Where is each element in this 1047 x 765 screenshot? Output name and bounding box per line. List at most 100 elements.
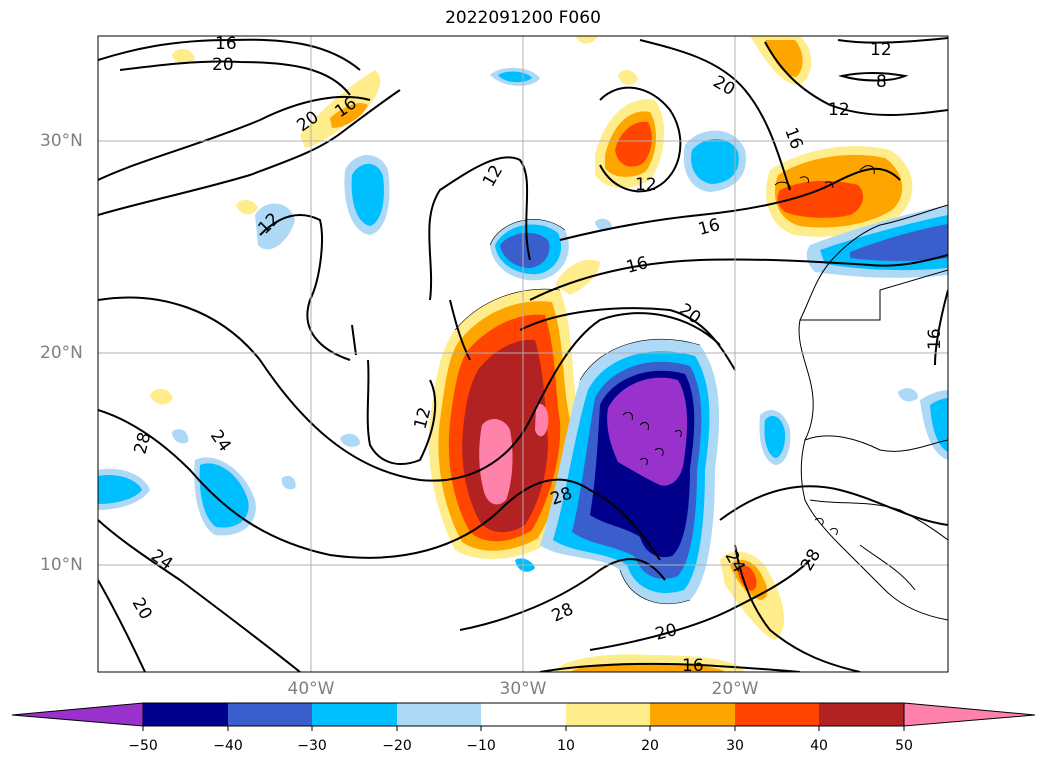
contour-16-bottom — [539, 662, 801, 672]
cold-anomaly-eastedge-20 — [930, 398, 948, 452]
lat-label-10n: 10°N — [40, 555, 83, 575]
warm-anomaly-w1 — [172, 48, 195, 64]
contour-label: 8 — [876, 72, 887, 92]
contour-12-n — [599, 86, 682, 193]
contour-24-se — [734, 544, 861, 672]
colorbar-tick-label: 10 — [557, 738, 575, 754]
border-line-1 — [800, 269, 948, 321]
contour-20-se — [589, 559, 811, 651]
map-plot-area: 16 20 12 8 12 20 20 16 16 12 12 12 16 16… — [98, 34, 948, 676]
grid-lines — [98, 36, 948, 672]
colorbar-tick-label: −20 — [382, 738, 412, 754]
warm-anomaly-nw-30 — [330, 103, 368, 128]
warm-anomaly-w2 — [236, 199, 258, 215]
warm-anomaly-se-40 — [737, 565, 757, 591]
colorbar-tick-label: 30 — [726, 738, 744, 754]
cold-anomaly-n1-20 — [351, 163, 384, 226]
coastline-canaries — [774, 165, 875, 189]
colorbar-tick-label: −30 — [297, 738, 327, 754]
contour-20-nw — [98, 95, 371, 181]
colorbar-segment — [735, 703, 819, 726]
cold-anomaly-s4 — [281, 475, 296, 490]
cold-anomaly-nc-30 — [500, 232, 550, 268]
contour-8-top — [838, 72, 909, 82]
lat-label-20n: 20°N — [40, 343, 83, 363]
colorbar-tick-label: 20 — [641, 738, 659, 754]
warm-anomaly-central-core2 — [535, 403, 549, 437]
contour-layer — [98, 37, 948, 672]
cold-anomaly-s6 — [340, 433, 360, 447]
contour-20-top — [119, 60, 351, 96]
contour-16-nw — [98, 89, 401, 216]
contour-12-mid — [449, 299, 471, 361]
lon-label-30w: 30°W — [499, 679, 547, 699]
warm-anomaly-c — [555, 259, 600, 295]
warm-anomaly-n-40 — [615, 121, 652, 167]
contour-12-center — [428, 156, 531, 301]
cold-anomaly-s3 — [172, 429, 189, 444]
contour-12-top — [837, 37, 948, 44]
map-title: 2022091200 F060 — [445, 8, 601, 28]
warm-anomaly-w4 — [575, 36, 598, 44]
cold-anomaly-west-20 — [199, 463, 249, 528]
contour-24-s — [98, 519, 301, 672]
contour-12-ne — [764, 41, 948, 116]
cold-anomaly-central-50 — [607, 377, 688, 486]
colorbar-tick-label: 50 — [895, 738, 913, 754]
colorbar-frame — [142, 702, 905, 727]
contour-12-sw — [366, 359, 437, 465]
contour-24-main — [98, 296, 721, 482]
contour-16-c — [559, 167, 901, 241]
coastline-capeverde — [622, 412, 682, 466]
colorbar-tick-label: −50 — [128, 738, 158, 754]
colorbar-tick-label: −40 — [213, 738, 243, 754]
colorbar-tick-label: −10 — [466, 738, 496, 754]
cold-anomaly-s5 — [595, 218, 612, 231]
colorbar-segment — [143, 703, 228, 726]
colorbar-tick-label: 40 — [810, 738, 828, 754]
warm-anomaly-nw — [300, 70, 381, 148]
cold-anomaly-n2-20 — [691, 138, 739, 184]
contour-20-ne — [639, 39, 791, 191]
colorbar-segment — [566, 703, 650, 726]
contour-label: 12 — [870, 40, 892, 60]
coastline-layer — [622, 165, 948, 621]
cold-anomaly-s2 — [255, 203, 295, 250]
colorbar-extend-low — [11, 702, 144, 727]
border-line-2 — [804, 435, 948, 452]
shading-outline-layer — [454, 219, 701, 604]
contour-label: 16 — [215, 34, 237, 54]
contour-small — [351, 324, 357, 356]
cold-anomaly-se-20 — [764, 416, 786, 458]
colorbar-segment — [228, 703, 312, 726]
border-line-3 — [809, 499, 948, 541]
contour-16-c2 — [529, 254, 948, 301]
warm-anomaly-ne-40 — [777, 180, 864, 218]
colorbar-segment — [481, 703, 566, 726]
colorbar-segment — [819, 703, 904, 726]
border-line-4 — [859, 544, 916, 591]
contour-16-east — [934, 289, 948, 366]
contour-label: 16 — [925, 328, 945, 350]
coastline-africa — [798, 204, 948, 621]
lon-label-20w: 20°W — [711, 679, 759, 699]
contour-label: 12 — [635, 175, 657, 195]
contour-16-top — [98, 38, 361, 71]
contour-12-w — [259, 214, 351, 361]
shading-layer — [98, 36, 948, 672]
contour-28-s — [459, 558, 666, 631]
coastline-bissagos — [814, 517, 838, 536]
colorbar-segment — [312, 703, 397, 726]
cold-anomaly-westedge-20 — [98, 474, 142, 504]
colorbar-extend-high — [903, 702, 1036, 727]
map-frame — [97, 35, 949, 673]
contour-label: 16 — [682, 656, 704, 676]
contour-28-main — [98, 409, 661, 561]
warm-anomaly-w5 — [618, 69, 638, 85]
colorbar — [11, 702, 1036, 731]
warm-anomaly-w3 — [150, 388, 173, 405]
contour-28-se — [719, 485, 948, 526]
lat-label-30n: 30°N — [40, 131, 83, 151]
colorbar-segment — [650, 703, 735, 726]
